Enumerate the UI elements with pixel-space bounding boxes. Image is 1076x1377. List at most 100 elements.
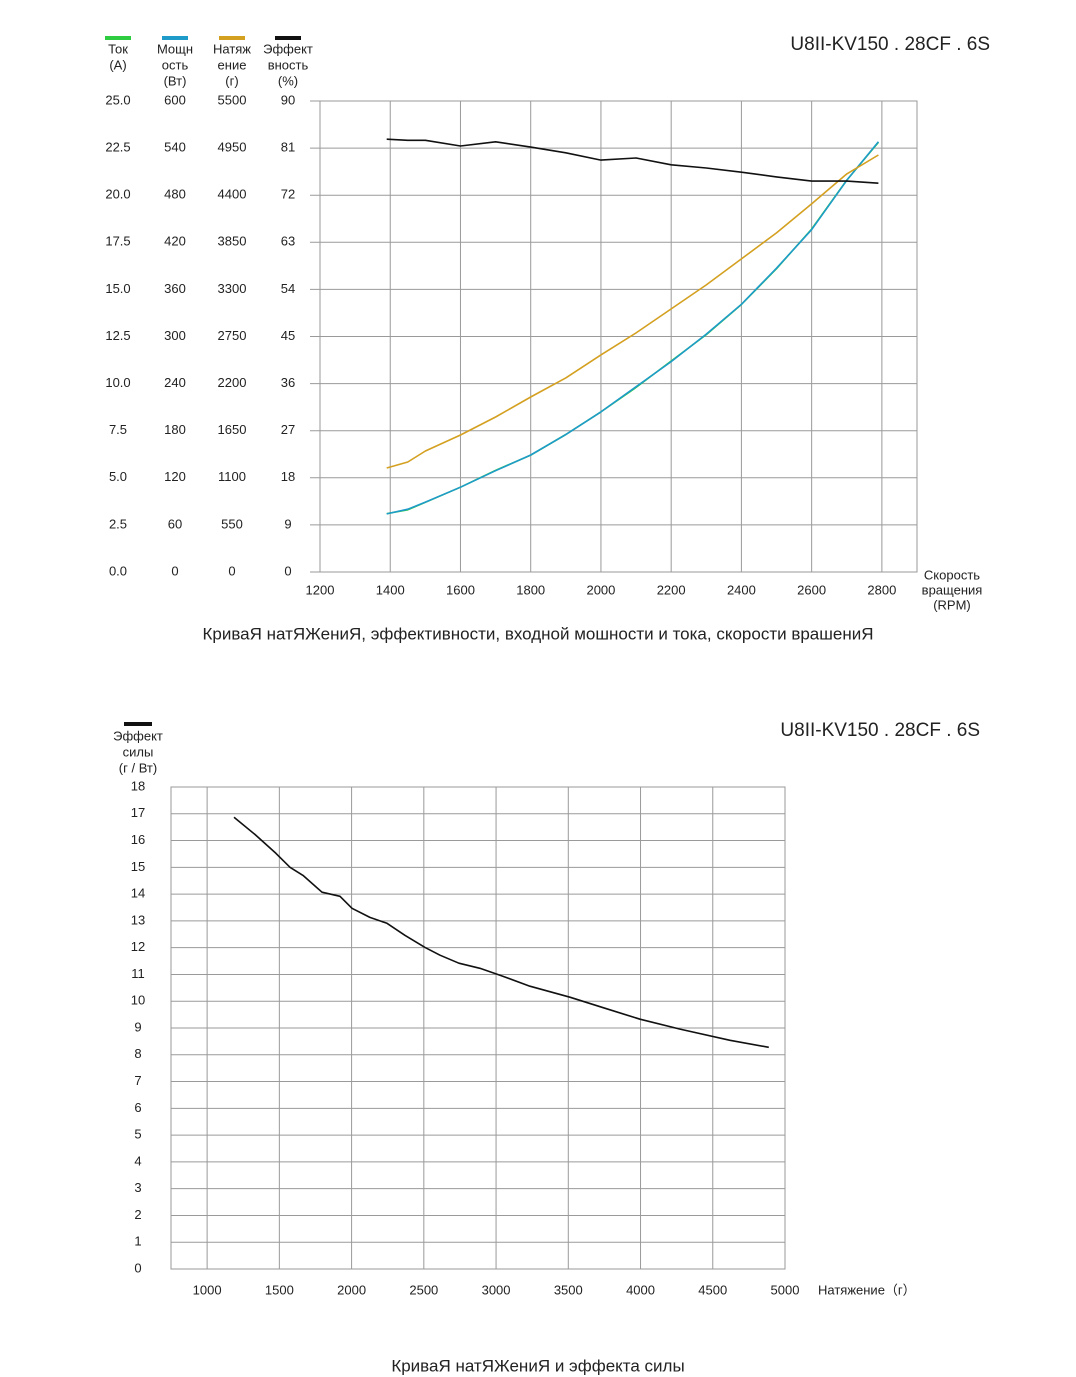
y-tick-label: 12.5	[105, 328, 130, 343]
y-tick-label: 25.0	[105, 92, 130, 107]
y-tick-label: 120	[164, 469, 186, 484]
x-tick-label: 3000	[482, 1282, 511, 1297]
y-tick-label: 0	[134, 1260, 141, 1275]
y-tick-label: 90	[281, 92, 295, 107]
x-tick-label: 1800	[516, 582, 545, 597]
legend-swatch	[105, 36, 131, 40]
y-tick-label: 7.5	[109, 422, 127, 437]
y-tick-label: 15	[131, 859, 145, 874]
y-tick-label: 420	[164, 234, 186, 249]
y-tick-label: 0	[228, 563, 235, 578]
series-line	[386, 141, 880, 515]
y-tick-label: 480	[164, 187, 186, 202]
y-tick-label: 60	[168, 516, 182, 531]
y-tick-label: 1	[134, 1234, 141, 1249]
model-label: U8II-KV150 . 28CF . 6S	[780, 720, 980, 741]
y-tick-label: 4400	[218, 187, 247, 202]
legend-label: (г)	[225, 73, 238, 88]
y-tick-label: 5	[134, 1127, 141, 1142]
y-tick-label: 12	[131, 939, 145, 954]
chart-title: КриваЯ натЯЖениЯ, эффективности, входной…	[202, 624, 873, 643]
legend-label: вность	[268, 57, 309, 72]
legend-label: (A)	[109, 57, 126, 72]
y-tick-label: 54	[281, 281, 295, 296]
y-tick-label: 10	[131, 993, 145, 1008]
x-tick-label: 4500	[698, 1282, 727, 1297]
y-tick-label: 13	[131, 912, 145, 927]
legend-label: Ток	[108, 41, 128, 56]
y-tick-label: 4	[134, 1153, 141, 1168]
legend-label: (Вт)	[164, 73, 187, 88]
y-tick-label: 11	[131, 966, 145, 981]
x-axis-label: вращения	[922, 582, 983, 597]
y-tick-label: 540	[164, 140, 186, 155]
y-tick-label: 360	[164, 281, 186, 296]
x-tick-label: 1000	[193, 1282, 222, 1297]
legend-label: Эффект	[263, 41, 313, 56]
y-tick-label: 9	[284, 516, 291, 531]
y-tick-label: 600	[164, 92, 186, 107]
y-tick-label: 15.0	[105, 281, 130, 296]
y-tick-label: 16	[131, 832, 145, 847]
x-tick-label: 2800	[867, 582, 896, 597]
x-tick-label: 1200	[306, 582, 335, 597]
y-tick-label: 18	[281, 469, 295, 484]
chart-title: КриваЯ натЯЖениЯ и эффекта силы	[391, 1356, 684, 1375]
y-tick-label: 550	[221, 516, 243, 531]
x-axis-label: Скорость	[924, 567, 980, 582]
y-tick-label: 180	[164, 422, 186, 437]
y-tick-label: 17	[131, 805, 145, 820]
y-tick-label: 2200	[218, 375, 247, 390]
y-tick-label: 3850	[218, 234, 247, 249]
y-tick-label: 7	[134, 1073, 141, 1088]
x-tick-label: 3500	[554, 1282, 583, 1297]
y-tick-label: 3300	[218, 281, 247, 296]
y-tick-label: 8	[134, 1046, 141, 1061]
y-tick-label: 27	[281, 422, 295, 437]
y-tick-label: 4950	[218, 140, 247, 155]
x-tick-label: 1600	[446, 582, 475, 597]
legend-label: (%)	[278, 73, 298, 88]
y-axis-label: (г / Вт)	[119, 760, 157, 775]
y-axis-label: Эффект	[113, 728, 163, 743]
y-tick-label: 1100	[218, 469, 246, 484]
legend-swatch	[162, 36, 188, 40]
x-tick-label: 5000	[771, 1282, 800, 1297]
x-tick-label: 2500	[409, 1282, 438, 1297]
y-tick-label: 22.5	[105, 140, 130, 155]
y-tick-label: 2	[134, 1207, 141, 1222]
y-tick-label: 2.5	[109, 516, 127, 531]
model-label: U8II-KV150 . 28CF . 6S	[790, 34, 990, 55]
y-tick-label: 72	[281, 187, 295, 202]
y-tick-label: 2750	[218, 328, 247, 343]
series-line	[386, 154, 879, 469]
x-tick-label: 1400	[376, 582, 405, 597]
y-tick-label: 10.0	[105, 375, 130, 390]
y-tick-label: 300	[164, 328, 186, 343]
y-tick-label: 14	[131, 886, 145, 901]
y-tick-label: 9	[134, 1019, 141, 1034]
y-tick-label: 6	[134, 1100, 141, 1115]
y-tick-label: 5500	[218, 92, 247, 107]
series-line	[386, 138, 879, 184]
y-tick-label: 45	[281, 328, 295, 343]
x-tick-label: 2000	[337, 1282, 366, 1297]
y-tick-label: 0.0	[109, 563, 127, 578]
y-axis-label: силы	[123, 744, 154, 759]
y-tick-label: 20.0	[105, 187, 130, 202]
x-tick-label: 2000	[586, 582, 615, 597]
y-tick-label: 0	[284, 563, 291, 578]
legend-swatch	[219, 36, 245, 40]
x-axis-label: (RPM)	[933, 597, 971, 612]
y-tick-label: 63	[281, 234, 295, 249]
legend-label: ость	[162, 57, 189, 72]
x-axis-label: Натяжение（г）	[818, 1282, 916, 1297]
y-tick-label: 17.5	[105, 234, 130, 249]
legend-swatch	[124, 722, 152, 726]
legend-label: Натяж	[213, 41, 251, 56]
x-tick-label: 2200	[657, 582, 686, 597]
y-tick-label: 81	[281, 140, 295, 155]
x-tick-label: 2600	[797, 582, 826, 597]
